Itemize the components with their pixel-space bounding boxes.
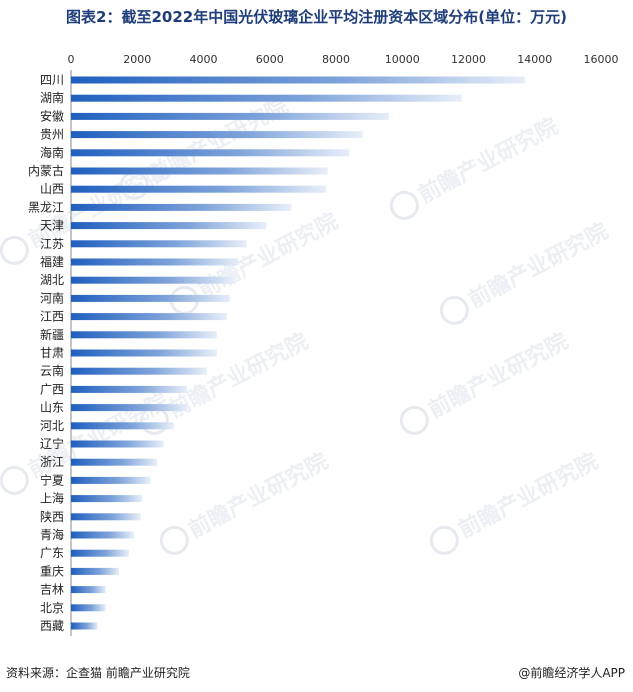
- category-label: 宁夏: [40, 472, 64, 487]
- watermark: 前瞻产业研究院: [439, 218, 612, 325]
- category-label: 新疆: [40, 327, 64, 342]
- category-label: 天津: [40, 219, 64, 233]
- x-tick-label: 2000: [123, 53, 151, 66]
- x-tick-label: 0: [68, 53, 75, 66]
- category-label: 河南: [40, 290, 64, 305]
- x-axis-ticks: 0 2000 4000 6000 8000 10000 12000 14000 16000: [68, 53, 619, 66]
- bar: [71, 367, 207, 375]
- category-label: 广东: [40, 546, 64, 560]
- category-label: 湖北: [40, 272, 64, 287]
- category-label: 吉林: [40, 583, 64, 597]
- category-label: 安徽: [40, 108, 64, 123]
- category-label: 河北: [40, 419, 64, 433]
- watermark: 前瞻产业研究院: [0, 158, 172, 265]
- bar: [71, 567, 120, 575]
- bar: [71, 112, 389, 120]
- category-label: 内蒙古: [28, 163, 64, 178]
- bar: [71, 604, 106, 612]
- bar: [71, 458, 158, 466]
- bar: [71, 422, 174, 430]
- bars-group: [71, 76, 525, 630]
- bar: [71, 94, 462, 102]
- bar: [71, 440, 164, 448]
- bar: [71, 240, 247, 248]
- svg-text:前瞻产业研究院: 前瞻产业研究院: [464, 218, 612, 313]
- bar: [71, 531, 134, 539]
- svg-text:前瞻产业研究院: 前瞻产业研究院: [454, 448, 602, 543]
- category-label: 山西: [40, 182, 64, 196]
- bar: [71, 185, 327, 193]
- bar: [71, 404, 187, 412]
- x-tick-label: 12000: [451, 53, 486, 66]
- source-note: 资料来源：企查猫 前瞻产业研究院: [6, 666, 190, 680]
- category-label: 江苏: [40, 237, 64, 251]
- category-label: 贵州: [40, 128, 64, 142]
- bar: [71, 476, 151, 484]
- category-label: 西藏: [40, 619, 64, 633]
- x-tick-label: 8000: [322, 53, 350, 66]
- bar: [71, 385, 187, 393]
- svg-text:前瞻产业研究院: 前瞻产业研究院: [424, 328, 572, 423]
- category-label: 辽宁: [40, 436, 64, 451]
- x-tick-label: 6000: [256, 53, 284, 66]
- bar: [71, 203, 292, 211]
- category-label: 青海: [40, 527, 64, 542]
- bar: [71, 294, 230, 302]
- watermark: 前瞻产业研究院: [399, 328, 572, 435]
- category-label: 广西: [40, 382, 64, 396]
- bar: [71, 586, 106, 594]
- svg-text:前瞻产业研究院: 前瞻产业研究院: [414, 113, 562, 208]
- x-tick-label: 16000: [584, 53, 619, 66]
- bar: [71, 331, 217, 339]
- bar: [71, 149, 350, 157]
- category-label: 福建: [40, 254, 64, 269]
- bar: [71, 313, 227, 321]
- bar: [71, 258, 239, 266]
- watermark: 前瞻产业研究院: [139, 328, 312, 435]
- watermark: 前瞻产业研究院: [159, 448, 332, 555]
- category-label: 北京: [40, 601, 64, 615]
- x-tick-label: 10000: [385, 53, 420, 66]
- category-label: 云南: [40, 363, 64, 378]
- svg-text:前瞻产业研究院: 前瞻产业研究院: [184, 448, 332, 543]
- category-label: 黑龙江: [28, 200, 64, 214]
- bar: [71, 167, 328, 175]
- watermark: 前瞻产业研究院: [429, 448, 602, 555]
- x-tick-label: 14000: [517, 53, 552, 66]
- category-label: 山东: [40, 401, 64, 415]
- watermark: 前瞻产业研究院: [389, 113, 562, 220]
- category-label: 江西: [40, 310, 64, 324]
- bar: [71, 349, 217, 357]
- category-label: 上海: [40, 491, 64, 506]
- bar: [71, 222, 267, 230]
- category-label: 重庆: [40, 564, 64, 578]
- category-labels: 四川湖南安徽贵州海南内蒙古山西黑龙江天津江苏福建湖北河南江西新疆甘肃云南广西山东…: [28, 73, 64, 633]
- bar: [71, 495, 143, 503]
- bar: [71, 513, 141, 521]
- category-label: 陕西: [40, 509, 64, 524]
- bar: [71, 131, 363, 139]
- category-label: 湖南: [40, 90, 64, 105]
- brand-note: @前瞻经济学人APP: [518, 666, 625, 680]
- category-label: 浙江: [40, 455, 64, 469]
- bar: [71, 549, 129, 557]
- bar: [71, 276, 234, 284]
- x-tick-label: 4000: [190, 53, 218, 66]
- chart-title: 图表2：截至2022年中国光伏玻璃企业平均注册资本区域分布(单位：万元): [66, 8, 567, 26]
- bar: [71, 76, 525, 84]
- bar: [71, 622, 98, 630]
- category-label: 甘肃: [40, 346, 64, 360]
- category-label: 四川: [40, 73, 64, 87]
- category-label: 海南: [40, 145, 64, 160]
